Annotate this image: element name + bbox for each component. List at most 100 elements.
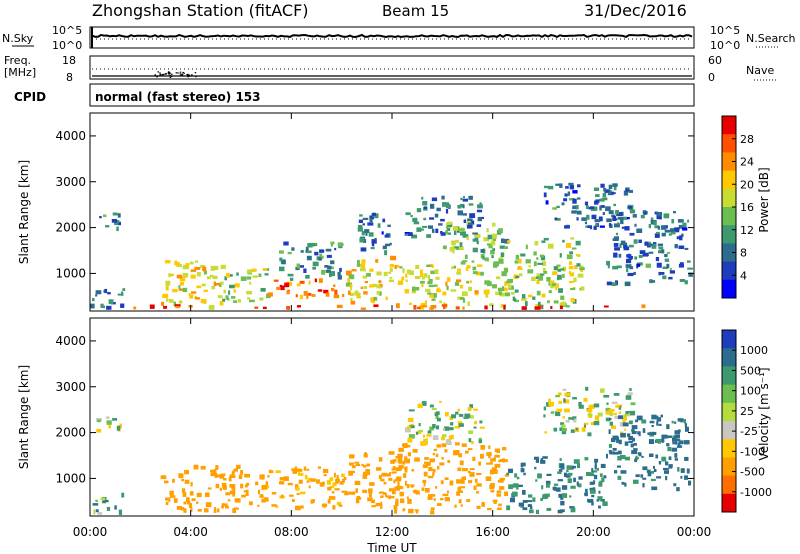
velocity-cell <box>394 509 398 514</box>
power-cell <box>669 270 675 274</box>
velocity-cell <box>638 453 642 457</box>
velocity-cell <box>522 500 528 503</box>
power-cell <box>568 182 574 186</box>
velocity-cell <box>651 470 654 474</box>
power-cell <box>617 216 624 220</box>
power-cell <box>487 281 492 287</box>
velocity-cell <box>454 426 461 429</box>
velocity-cell <box>444 477 449 480</box>
velocity-cell <box>493 457 496 462</box>
power-cell <box>650 217 654 221</box>
velocity-cell <box>411 484 414 488</box>
velocity-cell <box>616 438 619 443</box>
velocity-cell <box>398 447 404 452</box>
velocity-cell <box>668 456 672 460</box>
power-cell <box>624 227 627 231</box>
velocity-cell <box>436 444 441 448</box>
velocity-cell <box>204 492 210 497</box>
x-tick-label: 00:00 <box>73 525 108 539</box>
power-cell <box>575 240 581 246</box>
velocity-cell <box>500 459 505 462</box>
velocity-cell <box>606 453 608 459</box>
velocity-cell <box>160 475 167 480</box>
power-colorbar-swatch <box>722 261 736 281</box>
velocity-cell <box>422 479 427 483</box>
power-cell <box>645 263 651 268</box>
power-cell <box>414 276 421 279</box>
velocity-cell <box>609 451 615 455</box>
velocity-cell <box>476 483 482 487</box>
x-tick-label: 08:00 <box>274 525 309 539</box>
power-cell <box>625 217 630 220</box>
velocity-cell <box>671 447 678 452</box>
power-cell <box>324 265 329 268</box>
velocity-cell <box>433 498 436 501</box>
power-cell <box>640 215 645 219</box>
velocity-cell <box>563 399 570 404</box>
velocity-colorbar-swatch <box>722 421 736 440</box>
velocity-cell <box>593 420 600 426</box>
nave-dot <box>157 71 159 73</box>
power-cell <box>416 227 422 232</box>
nave-dot <box>154 74 156 76</box>
velocity-colorbar-tick-label: -1000 <box>740 486 772 499</box>
power-cell <box>644 211 647 215</box>
power-cell <box>555 183 562 186</box>
velocity-cell <box>628 440 633 443</box>
velocity-cell <box>635 419 638 423</box>
velocity-cell <box>674 458 678 461</box>
velocity-cell <box>620 432 626 438</box>
power-cell <box>189 261 194 265</box>
power-cell <box>591 206 598 211</box>
power-cell <box>375 259 379 263</box>
velocity-cell <box>319 482 325 487</box>
velocity-cell <box>408 510 411 513</box>
velocity-cell <box>467 470 471 474</box>
velocity-cell <box>506 472 510 475</box>
velocity-cell <box>283 476 289 481</box>
power-cell <box>415 265 420 269</box>
power-cell <box>360 268 366 272</box>
power-cell <box>629 232 635 236</box>
power-cell <box>476 209 483 213</box>
velocity-cell <box>581 427 586 432</box>
power-cell <box>421 196 424 200</box>
velocity-cell <box>369 482 375 486</box>
power-cell <box>101 305 105 309</box>
velocity-cell <box>683 419 686 424</box>
velocity-cell <box>102 499 109 503</box>
velocity-cell <box>462 468 468 472</box>
velocity-cell <box>422 464 428 468</box>
power-cell <box>638 239 642 243</box>
power-cell <box>330 260 335 265</box>
power-cell <box>445 203 451 209</box>
velocity-cell <box>456 479 462 484</box>
power-cell <box>419 305 425 310</box>
velocity-cell <box>512 491 518 497</box>
power-cell <box>570 298 575 303</box>
velocity-cell <box>371 505 377 508</box>
power-cell <box>368 232 374 237</box>
velocity-cell <box>299 491 306 495</box>
velocity-cell <box>215 465 219 470</box>
power-cell <box>162 293 169 299</box>
power-cell <box>522 294 526 299</box>
power-cell <box>633 271 636 275</box>
velocity-cell <box>310 478 316 482</box>
velocity-cell <box>321 503 328 507</box>
power-cell <box>382 245 387 250</box>
nave-right-tick-top: 60 <box>708 54 722 67</box>
velocity-cell <box>181 508 187 511</box>
velocity-cell <box>388 451 395 455</box>
power-cell <box>604 189 611 193</box>
velocity-cell <box>414 509 419 512</box>
velocity-cell <box>193 464 199 470</box>
velocity-cell <box>458 413 464 417</box>
velocity-cell <box>573 418 577 423</box>
nave-dot <box>169 76 172 78</box>
power-cell <box>634 223 637 227</box>
power-cell <box>508 284 512 289</box>
power-cell <box>462 204 465 209</box>
power-cell <box>174 260 178 263</box>
velocity-cell <box>399 486 404 490</box>
